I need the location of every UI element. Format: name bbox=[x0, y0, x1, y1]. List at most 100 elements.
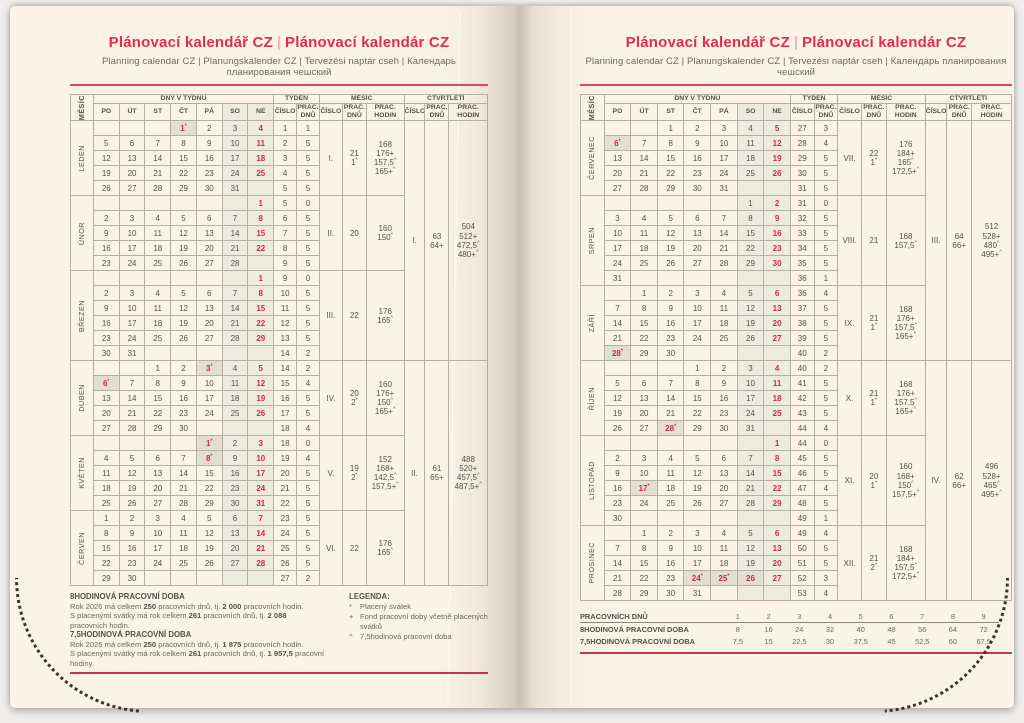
day-cell: 4 bbox=[630, 210, 658, 227]
header-day-so: SO bbox=[221, 103, 249, 122]
day-cell bbox=[763, 180, 791, 197]
day-cell: 14 bbox=[630, 150, 658, 167]
day-cell: 7 bbox=[656, 375, 685, 392]
day-cell: 14 bbox=[118, 390, 146, 407]
day-cell: 6 bbox=[710, 450, 738, 467]
day-cell: 24 bbox=[603, 255, 632, 272]
day-cell: 1 bbox=[763, 435, 791, 452]
day-cell: 8 bbox=[144, 375, 172, 392]
day-cell: 19 bbox=[92, 165, 120, 182]
day-cell: 1 bbox=[656, 120, 685, 137]
day-cell: 21 bbox=[603, 330, 632, 347]
day-cell: 23 bbox=[92, 255, 120, 272]
day-cell: 20 bbox=[92, 405, 120, 422]
day-cell: 8 bbox=[630, 300, 658, 317]
week-row: 19 20 21 22 23 24 25 43 5 bbox=[581, 405, 1012, 422]
week-row: BŘEZEN 1 9 0 III. 22 176 165^ bbox=[70, 270, 488, 362]
header-sub-1: PRAC. DNŮ bbox=[813, 103, 839, 122]
day-cell: 16 bbox=[195, 150, 223, 167]
day-cell bbox=[92, 435, 120, 452]
quarter-roman-cell: II. bbox=[403, 360, 426, 587]
quarter-workdays-cell: 62 66+ bbox=[946, 360, 973, 602]
day-cell: 17 bbox=[683, 315, 712, 332]
week-workdays-cell: 2 bbox=[296, 345, 320, 362]
day-cell: 7 bbox=[221, 210, 249, 227]
month-hours-cell: 160 168+ 150^ 157,5+^ bbox=[885, 435, 926, 527]
day-cell: 3 bbox=[118, 210, 146, 227]
day-cell: 28 bbox=[221, 330, 249, 347]
day-cell: 1 bbox=[92, 510, 120, 527]
day-cell: 8 bbox=[656, 135, 685, 152]
day-cell: 13 bbox=[630, 390, 658, 407]
day-cell: 17 bbox=[603, 240, 632, 257]
page-title: Plánovací kalendář CZ | Plánovací kalendár… bbox=[70, 34, 488, 51]
week-row: ŘÍJEN 1 2 3 4 40 2 X. 21 1* 168 176+ 157,5^ 165+^ IV. 6… bbox=[580, 360, 1012, 602]
week-workdays-cell: 5 bbox=[296, 315, 320, 332]
week-row: 25 26 27 28 29 30 31 22 5 bbox=[71, 495, 488, 512]
month-workdays-cell: 21 bbox=[860, 195, 887, 287]
day-cell: 16 bbox=[92, 315, 120, 332]
month-workdays-cell: 20 1* bbox=[860, 435, 887, 527]
day-cell: 21 bbox=[221, 315, 249, 332]
day-cell: 11 bbox=[656, 465, 685, 482]
month-name-label: ŘÍJEN bbox=[587, 386, 597, 410]
week-workdays-cell: 1 bbox=[813, 270, 839, 287]
quarter-hours-cell: 504 512+ 472,5^ 480+^ bbox=[448, 120, 488, 362]
week-row: 7 8 9 10 11 12 13 50 5 bbox=[581, 540, 1012, 557]
bottom-rule bbox=[70, 672, 488, 675]
page-subtitle: Planning calendar CZ | Planungskalender … bbox=[585, 56, 1007, 78]
day-cell bbox=[195, 570, 223, 587]
week-number-cell: 14 bbox=[273, 360, 298, 377]
day-cell: 19 bbox=[118, 480, 146, 497]
page-title-cz: Plánovací kalendář CZ bbox=[108, 34, 273, 51]
day-cell: 11 bbox=[92, 465, 120, 482]
month-name-label: DUBEN bbox=[76, 384, 86, 413]
day-cell: 3 bbox=[247, 435, 275, 452]
day-cell: 12 bbox=[195, 525, 223, 542]
month-workdays-cell: 22 1* bbox=[860, 120, 887, 197]
page-title-sk: Plánovací kalendár CZ bbox=[802, 34, 967, 51]
day-cell: 19 bbox=[195, 540, 223, 557]
day-cell: 25 bbox=[710, 330, 738, 347]
day-cell: 25 bbox=[763, 405, 791, 422]
day-cell bbox=[221, 270, 249, 287]
week-workdays-cell: 1 bbox=[813, 510, 839, 527]
day-cell: 11 bbox=[221, 375, 249, 392]
day-cell: 15 bbox=[630, 555, 658, 572]
day-cell: 13 bbox=[603, 150, 632, 167]
day-cell bbox=[736, 435, 765, 452]
day-cell: 13 bbox=[710, 465, 738, 482]
day-cell bbox=[683, 510, 712, 527]
month-roman-cell: VI. bbox=[318, 510, 343, 587]
week-row: 21 22 23 24* 25* 26 27 52 3 bbox=[581, 570, 1012, 587]
week-row: 14 15 16 17 18 19 20 38 5 bbox=[581, 315, 1012, 332]
day-cell: 29 bbox=[195, 495, 223, 512]
week-workdays-cell: 5 bbox=[813, 405, 839, 422]
day-cell: 21 bbox=[603, 570, 632, 587]
day-cell: 12 bbox=[170, 225, 197, 242]
header-rule bbox=[580, 84, 1012, 86]
day-cell: 2 bbox=[710, 360, 738, 377]
month-roman-cell: V. bbox=[318, 435, 343, 512]
day-cell: 31 bbox=[710, 180, 738, 197]
day-cell: 27 bbox=[710, 495, 738, 512]
day-cell: 26 bbox=[656, 255, 685, 272]
day-cell: 17* bbox=[630, 480, 658, 497]
month-workdays-cell: 21 1* bbox=[341, 120, 367, 197]
day-cell: 25 bbox=[144, 330, 172, 347]
day-cell bbox=[763, 420, 791, 437]
month-name-cell: LEDEN bbox=[70, 120, 94, 197]
day-cell: 20 bbox=[603, 165, 632, 182]
day-cell: 12 bbox=[656, 225, 685, 242]
week-workdays-cell: 5 bbox=[296, 390, 320, 407]
day-cell: 6 bbox=[195, 210, 223, 227]
day-cell: 1 bbox=[247, 195, 275, 212]
day-cell: 26 bbox=[170, 330, 197, 347]
week-workdays-cell: 5 bbox=[296, 480, 320, 497]
day-cell: 18 bbox=[170, 540, 197, 557]
day-cell: 12 bbox=[763, 135, 791, 152]
week-row: 21 22 23 24 25 26 27 39 5 bbox=[581, 330, 1012, 347]
day-cell: 11 bbox=[144, 225, 172, 242]
day-cell bbox=[656, 195, 685, 212]
week-workdays-cell: 5 bbox=[296, 510, 320, 527]
